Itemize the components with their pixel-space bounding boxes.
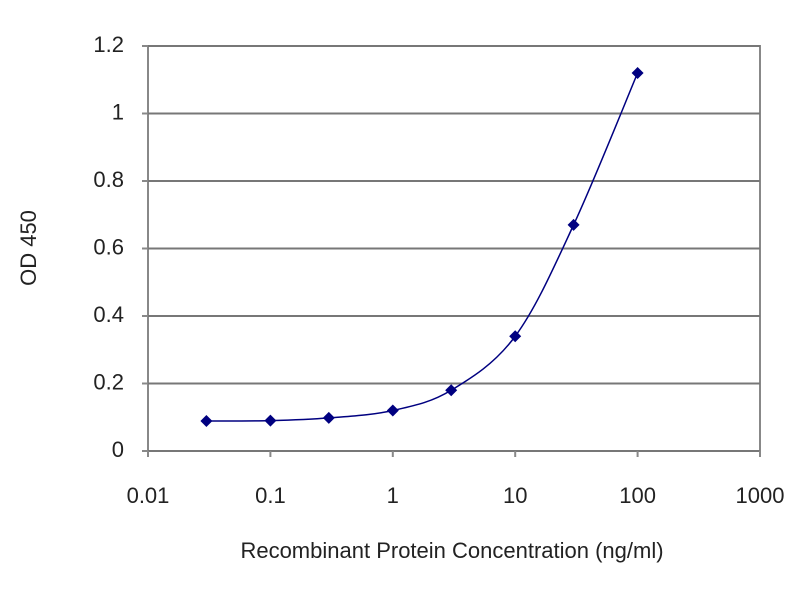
x-tick-label: 100	[619, 483, 656, 508]
x-tick-label: 1000	[736, 483, 785, 508]
data-point	[386, 404, 399, 417]
data-point	[264, 414, 277, 427]
data-point	[445, 384, 458, 397]
y-tick-label: 0.8	[93, 167, 124, 192]
y-tick-label: 0.6	[93, 234, 124, 259]
x-axis-label: Recombinant Protein Concentration (ng/ml…	[240, 538, 663, 563]
y-tick-label: 0.4	[93, 302, 124, 327]
y-tick-label: 0	[112, 437, 124, 462]
y-tick-label: 1	[112, 99, 124, 124]
data-point	[631, 67, 644, 79]
x-tick-label: 10	[503, 483, 527, 508]
x-tick-label: 0.01	[127, 483, 170, 508]
y-axis-label: OD 450	[16, 210, 41, 286]
data-point	[200, 414, 213, 427]
data-point	[567, 218, 580, 231]
y-tick-label: 1.2	[93, 32, 124, 57]
y-tick-label: 0.2	[93, 369, 124, 394]
x-tick-label: 1	[387, 483, 399, 508]
x-tick-label: 0.1	[255, 483, 286, 508]
data-point	[322, 411, 335, 424]
data-point	[509, 330, 522, 343]
